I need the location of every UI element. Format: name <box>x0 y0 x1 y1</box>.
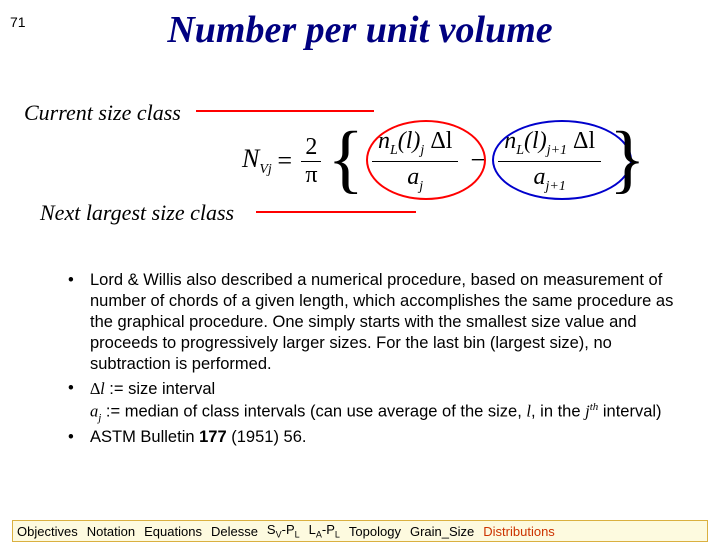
eq-aj1: j <box>419 179 423 194</box>
footer-equations[interactable]: Equations <box>144 524 202 539</box>
b2-a: a <box>90 401 98 420</box>
eq-equals: = <box>276 146 294 176</box>
eq-term-j-num: nL(l)j Δl <box>372 128 458 162</box>
page-title: Number per unit volume <box>0 8 720 52</box>
eq-frac-2pi: 2 π <box>301 134 321 188</box>
eq-a2: a <box>534 164 546 190</box>
f-p2: P <box>326 522 335 537</box>
b3-post: (1951) 56. <box>227 428 307 446</box>
eq-a1: a <box>407 164 419 190</box>
f-l: L <box>295 530 300 540</box>
f-s: S <box>267 522 276 537</box>
eq-lhs: NVj <box>242 144 272 178</box>
footer-grain-size[interactable]: Grain_Size <box>410 524 474 539</box>
bullet-2: ∆l := size interval aj := median of clas… <box>68 378 680 425</box>
pointer-line-next <box>256 211 416 213</box>
eq-term-jp1-num: nL(l)j+1 Δl <box>498 128 601 162</box>
eq-n2: n <box>504 128 516 154</box>
footer-objectives[interactable]: Objectives <box>17 524 78 539</box>
eq-term-j-den: aj <box>401 162 429 195</box>
b3-bold: 177 <box>199 428 227 446</box>
b2-after-l: , in the <box>531 402 585 420</box>
f-l2: L <box>335 530 340 540</box>
eq-brace-left: { <box>327 129 363 190</box>
b2-after-dl: := size interval <box>105 380 216 398</box>
eq-Vj: Vj <box>259 162 271 177</box>
eq-jp1sub: j+1 <box>547 143 567 158</box>
eq-l2: l <box>532 128 539 154</box>
eq-brace-right: } <box>609 129 645 190</box>
equation: NVj = 2 π { nL(l)j Δl aj − nL(l)j+1 Δl a… <box>242 128 648 195</box>
footer-lapl[interactable]: LA-PL <box>309 522 340 540</box>
eq-n1: n <box>378 128 390 154</box>
bullet-list: Lord & Willis also described a numerical… <box>68 270 680 450</box>
b2-th: th <box>590 401 599 413</box>
eq-minus: − <box>470 145 486 177</box>
label-current-size-class: Current size class <box>24 100 181 126</box>
eq-jsub1: j <box>420 143 424 158</box>
footer-svpl[interactable]: SV-PL <box>267 522 300 540</box>
eq-term-jp1-den: aj+1 <box>528 162 572 195</box>
b2-deltal: ∆l <box>90 379 105 398</box>
eq-l1: l <box>406 128 413 154</box>
f-l1: L <box>309 522 316 537</box>
eq-dl2: Δl <box>573 128 595 154</box>
b2-after-aj: := median of class intervals (can use av… <box>101 402 526 420</box>
eq-ajp1: j+1 <box>546 179 566 194</box>
footer-nav: Objectives Notation Equations Delesse SV… <box>12 520 708 542</box>
footer-notation[interactable]: Notation <box>87 524 135 539</box>
pointer-line-current <box>196 110 374 112</box>
bullet-3: ASTM Bulletin 177 (1951) 56. <box>68 427 680 448</box>
footer-topology[interactable]: Topology <box>349 524 401 539</box>
eq-dl1: Δl <box>430 128 452 154</box>
page-number: 71 <box>10 14 26 30</box>
eq-pi: π <box>301 162 321 188</box>
footer-delesse[interactable]: Delesse <box>211 524 258 539</box>
eq-term-j: nL(l)j Δl aj <box>372 128 458 195</box>
bullet-1: Lord & Willis also described a numerical… <box>68 270 680 376</box>
b2-end: interval) <box>598 402 661 420</box>
eq-term-jplus1: nL(l)j+1 Δl aj+1 <box>498 128 601 195</box>
label-next-largest-size-class: Next largest size class <box>40 200 234 226</box>
eq-Lsub1: L <box>390 143 398 158</box>
b3-pre: ASTM Bulletin <box>90 428 199 446</box>
eq-Lsub2: L <box>516 143 524 158</box>
f-p: P <box>286 522 295 537</box>
eq-N: N <box>242 144 259 173</box>
eq-2: 2 <box>301 134 321 161</box>
footer-distributions[interactable]: Distributions <box>483 524 555 539</box>
